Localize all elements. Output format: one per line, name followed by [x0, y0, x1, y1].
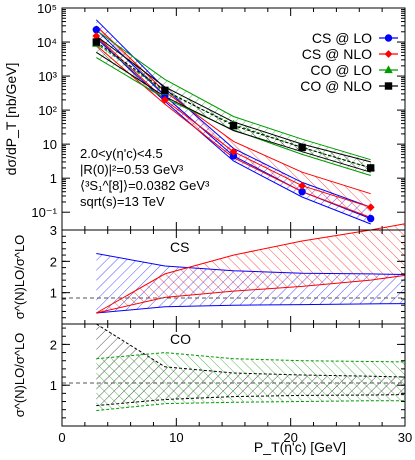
- point-cs-lo: [92, 26, 101, 34]
- point-cs-nlo: [160, 95, 169, 104]
- co-ratio-band: [96, 352, 406, 411]
- y-tick-label: 10⁻¹: [31, 205, 57, 220]
- annotation-wavefunction: |R(0)|²=0.53 GeV³: [80, 162, 184, 177]
- point-cs-nlo: [298, 181, 307, 190]
- point-co-nlo: [161, 86, 169, 95]
- point-co-nlo: [298, 143, 306, 152]
- y-tick-label: 10³: [38, 69, 57, 84]
- co-ratio-band-edge: [96, 400, 405, 411]
- y-axis-label-top: dσ/dP_T [nb/GeV]: [3, 63, 19, 176]
- panel-middle: 1 2 3 CS: [50, 223, 406, 325]
- x-axis-label: P_T(η'c) [GeV]: [254, 439, 346, 455]
- panel-top: 10⁻¹ 1 10 10² 10³ 10⁴ 10⁵ dσ/dP_T [nb/GeV] 2.0…: [3, 1, 406, 231]
- point-cs-nlo: [366, 203, 375, 212]
- cs-ratio-band-edge: [96, 274, 406, 314]
- y-tick-label: 1: [50, 378, 57, 393]
- plot-frame-bottom: [61, 323, 406, 427]
- point-cs-lo: [367, 214, 375, 223]
- x-tick-label: 0: [58, 430, 65, 445]
- panel-bottom: 120 10 20 30 CO P_T(η'c) [GeV]: [50, 323, 412, 455]
- cs-ratio-band-edge: [96, 223, 406, 314]
- x-tick-label: 10: [169, 430, 183, 445]
- x-tick-label: 20: [283, 430, 297, 445]
- legend-label-co-lo: CO @ LO: [310, 62, 372, 78]
- y-tick-label: 2: [50, 254, 57, 269]
- y-tick-label: 10: [43, 137, 57, 152]
- legend-label-cs-nlo: CS @ NLO: [302, 46, 372, 62]
- legend-marker-cs-nlo: [384, 50, 393, 58]
- cs-ratio-band: [96, 223, 406, 313]
- legend-marker-co-nlo: [384, 82, 393, 90]
- y-tick-label: 1: [50, 171, 57, 186]
- legend-label-cs-lo: CS @ LO: [312, 30, 372, 46]
- cs-ratio-band-edge: [96, 303, 406, 314]
- y-tick-label: 10²: [38, 103, 57, 118]
- band-edge-co-lo: [96, 57, 371, 176]
- y-tick-label: 10⁵: [37, 1, 57, 16]
- point-co-nlo: [92, 38, 100, 46]
- legend-label-co-nlo: CO @ NLO: [300, 78, 372, 94]
- annotation-box: 2.0<y(η'c)<4.5 |R(0)|²=0.53 GeV³ ⟨³S₁^[8…: [80, 146, 210, 209]
- y-axis-label-ratio-middle: σ^(N)LO/σ^LO: [12, 235, 27, 320]
- point-co-nlo: [229, 121, 238, 130]
- co-ratio-band-edge: [96, 352, 406, 363]
- band-co-nlo: [96, 36, 371, 173]
- band-edge-co-lo: [96, 29, 371, 161]
- annotation-ldme: ⟨³S₁^[8]⟩=0.0382 GeV³: [80, 178, 210, 193]
- legend-marker-co-lo: [384, 65, 393, 74]
- point-co-nlo: [367, 164, 375, 172]
- annotation-energy: sqrt(s)=13 TeV: [80, 194, 165, 209]
- legend-marker-cs-lo: [384, 34, 393, 42]
- y-tick-label: 1: [50, 286, 57, 301]
- y-tick-label: 2: [50, 337, 57, 352]
- y-tick-label: 10⁴: [37, 35, 57, 50]
- band-edge-cs-lo: [95, 37, 371, 225]
- annotation-rapidity: 2.0<y(η'c)<4.5: [80, 146, 163, 161]
- y-tick-label: 3: [50, 223, 57, 238]
- band-edge-co-nlo: [96, 51, 371, 173]
- point-cs-nlo: [229, 147, 238, 156]
- x-tick-label: 30: [398, 430, 412, 445]
- panel-label-cs: CS: [170, 239, 189, 255]
- y-axis-label-ratio-bottom: σ^(N)LO/σ^LO: [12, 333, 27, 418]
- panel-label-co: CO: [170, 331, 191, 347]
